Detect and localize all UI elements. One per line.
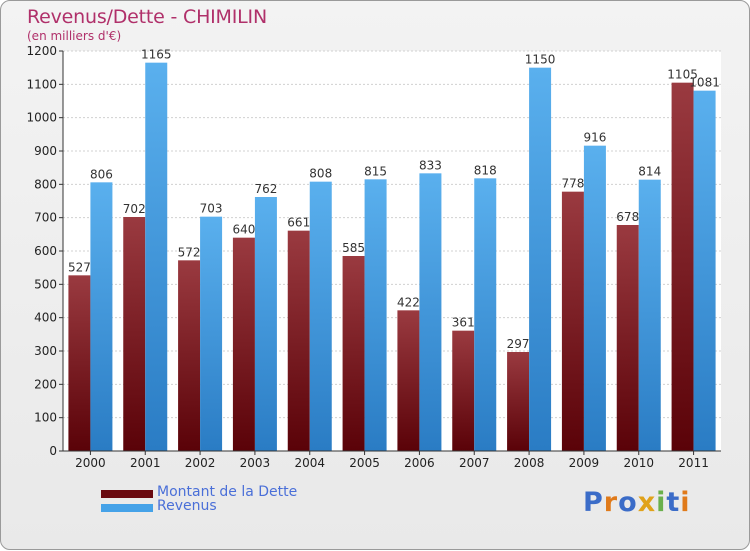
y-tick-label: 700: [34, 211, 57, 225]
y-tick-label: 900: [34, 144, 57, 158]
data-label-debt-2004: 661: [287, 216, 310, 230]
bar-debt-2009: [561, 191, 584, 451]
bar-revenus-2002: [200, 216, 223, 451]
y-tick-label: 400: [34, 311, 57, 325]
x-tick-label: 2005: [349, 456, 380, 470]
legend-label-revenus: Revenus: [157, 498, 217, 514]
data-label-debt-2009: 778: [561, 177, 584, 191]
chart-title: Revenus/Dette - CHIMILIN: [27, 6, 267, 28]
bar-revenus-2000: [90, 182, 113, 452]
bar-debt-2000: [68, 275, 91, 451]
data-label-revenus-2005: 815: [364, 164, 387, 178]
y-tick-label: 600: [34, 244, 57, 258]
data-label-debt-2010: 678: [616, 210, 639, 224]
data-label-revenus-2001: 1165: [141, 48, 172, 62]
data-label-debt-2008: 297: [507, 337, 530, 351]
bar-debt-2008: [507, 352, 530, 451]
bar-revenus-2006: [419, 173, 442, 452]
logo-letter: t: [666, 487, 681, 518]
data-label-debt-2000: 527: [68, 260, 91, 274]
y-tick-label: 500: [34, 277, 57, 291]
x-tick-label: 2001: [130, 456, 161, 470]
data-label-revenus-2010: 814: [638, 165, 661, 179]
x-tick-label: 2010: [623, 456, 654, 470]
logo-letter: o: [618, 487, 638, 518]
logo-letter: P: [583, 487, 604, 518]
bar-debt-2006: [397, 310, 420, 451]
bar-debt-2003: [232, 237, 255, 451]
data-label-revenus-2000: 806: [90, 167, 113, 181]
bars-layer: [68, 62, 716, 452]
legend-swatch-debt: [101, 490, 153, 498]
bar-debt-2002: [178, 260, 201, 451]
bar-revenus-2003: [254, 197, 277, 451]
data-label-revenus-2004: 808: [309, 167, 332, 181]
legend-label-debt: Montant de la Dette: [157, 484, 298, 500]
bar-revenus-2007: [474, 178, 497, 452]
y-tick-label: 800: [34, 177, 57, 191]
data-label-debt-2003: 640: [232, 223, 255, 237]
logo-letter: i: [680, 487, 691, 518]
bar-revenus-2010: [638, 179, 661, 451]
data-label-revenus-2009: 916: [583, 131, 606, 145]
x-tick-label: 2008: [514, 456, 545, 470]
bar-debt-2010: [616, 225, 639, 451]
proxiti-logo: Proxiti: [583, 487, 691, 518]
legend-swatch-revenus: [101, 504, 153, 512]
data-label-debt-2011: 1105: [667, 68, 698, 82]
bar-revenus-2005: [364, 179, 387, 452]
data-label-debt-2005: 585: [342, 241, 365, 255]
logo-letter: x: [637, 487, 657, 518]
data-label-revenus-2007: 818: [474, 163, 497, 177]
axis-layer: 0 100 200 300 400 500 600 700 800 900 1000 1100 1200…: [26, 44, 721, 470]
y-tick-label: 1100: [26, 77, 57, 91]
x-tick-label: 2006: [404, 456, 435, 470]
bar-revenus-2009: [583, 145, 606, 451]
y-tick-label: 100: [34, 411, 57, 425]
x-tick-label: 2000: [75, 456, 106, 470]
labels-layer: 527 806 702 1165 572 703 640 762 661 808 585 815 422…: [68, 48, 720, 351]
y-tick-label: 1000: [26, 111, 57, 125]
x-tick-label: 2003: [240, 456, 271, 470]
y-tick-label: 0: [49, 444, 57, 458]
data-label-debt-2007: 361: [452, 316, 475, 330]
bar-debt-2001: [123, 217, 146, 451]
data-label-revenus-2006: 833: [419, 158, 442, 172]
x-tick-label: 2007: [459, 456, 490, 470]
bar-debt-2005: [342, 256, 365, 451]
x-tick-label: 2004: [294, 456, 325, 470]
x-tick-label: 2002: [185, 456, 216, 470]
data-label-debt-2001: 702: [123, 202, 146, 216]
data-label-debt-2006: 422: [397, 295, 420, 309]
data-label-revenus-2002: 703: [200, 202, 223, 216]
data-label-revenus-2011: 1081: [689, 76, 720, 90]
y-tick-label: 200: [34, 377, 57, 391]
bar-debt-2004: [287, 230, 310, 451]
x-tick-label: 2011: [678, 456, 709, 470]
y-tick-label: 300: [34, 344, 57, 358]
grid-layer: [63, 50, 721, 452]
data-label-debt-2002: 572: [178, 245, 201, 259]
bar-debt-2007: [452, 330, 475, 451]
chart-subtitle: (en milliers d'€): [27, 29, 122, 43]
data-label-revenus-2008: 1150: [525, 53, 556, 67]
bar-revenus-2011: [693, 90, 716, 452]
bar-revenus-2001: [145, 62, 168, 452]
y-tick-label: 1200: [26, 44, 57, 58]
logo-letter: r: [603, 487, 619, 518]
bar-revenus-2008: [529, 67, 552, 452]
logo-letter: i: [656, 487, 667, 518]
bar-revenus-2004: [309, 181, 332, 451]
x-tick-label: 2009: [569, 456, 600, 470]
data-label-revenus-2003: 762: [254, 182, 277, 196]
bar-debt-2011: [671, 82, 694, 452]
